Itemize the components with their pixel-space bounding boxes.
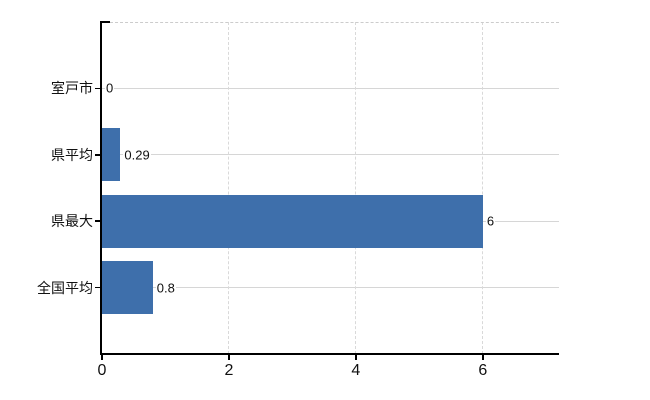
x-tick (482, 354, 484, 360)
category-label: 全国平均 (37, 279, 93, 296)
category-tick (94, 220, 101, 222)
bar (102, 194, 483, 248)
category-label: 室戸市 (51, 80, 93, 97)
gridline-v (355, 22, 357, 354)
category-tick (94, 286, 101, 289)
x-tick-label: 6 (478, 362, 488, 379)
bar (102, 261, 153, 315)
bar-value-label: 0 (105, 80, 115, 96)
x-tick (355, 354, 357, 360)
gridline-v (228, 22, 230, 354)
x-tick (228, 354, 230, 360)
bar-value-label: 0.8 (155, 280, 176, 296)
gridline-h (102, 220, 559, 222)
y-axis-top-stub (100, 21, 111, 23)
category-label: 県平均 (51, 146, 93, 163)
gridline-h (102, 87, 559, 89)
gridline-h (102, 287, 559, 289)
gridline-h (102, 154, 559, 156)
plot-top-border (110, 22, 559, 23)
gridline-v (482, 22, 484, 354)
bar-value-label: 6 (485, 213, 496, 229)
x-axis-line (100, 353, 559, 355)
bar (102, 128, 121, 182)
category-tick (94, 154, 101, 156)
category-tick (94, 87, 101, 90)
x-tick-label: 2 (224, 362, 234, 379)
x-tick-label: 0 (97, 362, 107, 379)
bar-value-label: 0.29 (123, 147, 151, 163)
y-axis-line (100, 21, 102, 355)
category-label: 県最大 (51, 213, 93, 230)
x-tick-label: 4 (351, 362, 361, 379)
x-tick (101, 354, 103, 360)
